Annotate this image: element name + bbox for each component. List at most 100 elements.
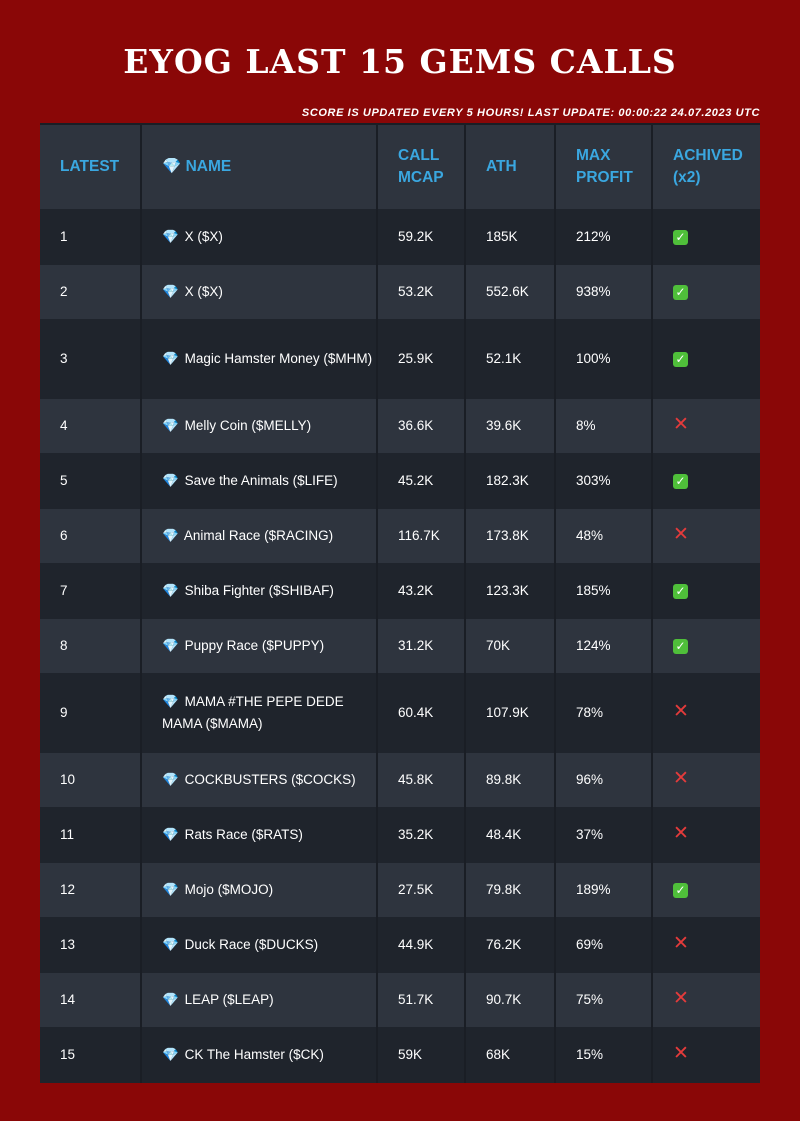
gem-icon: 💎 <box>162 284 179 299</box>
table-row[interactable]: 7 💎 Shiba Fighter ($SHIBAF) 43.2K 123.3K 185… <box>40 563 760 619</box>
cell-latest: 4 <box>40 399 142 453</box>
cell-name: 💎 CK The Hamster ($CK) <box>141 1027 378 1083</box>
gem-name: Puppy Race ($PUPPY) <box>184 638 325 653</box>
table-body: 1 💎 X ($X) 59.2K 185K 212% ✓ 2 💎 X ($X) 53.2K 552… <box>40 209 760 1083</box>
cell-max-profit: 37% <box>555 807 653 863</box>
cross-mark-icon: ✕ <box>673 701 689 722</box>
gems-table: LATEST 💎 NAME CALL MCAP ATH MAX PROFIT A… <box>40 123 760 1083</box>
gem-name: MAMA #THE PEPE DEDE MAMA ($MAMA) <box>162 694 344 731</box>
gem-icon: 💎 <box>162 992 179 1007</box>
gem-name: CK The Hamster ($CK) <box>184 1047 324 1062</box>
cross-mark-icon: ✕ <box>673 414 689 435</box>
cell-achived: ✓ <box>652 619 760 673</box>
cell-achived: ✓ <box>652 209 760 265</box>
gem-icon: 💎 <box>162 882 179 897</box>
column-header-achived[interactable]: ACHIVED (x2) <box>652 123 760 209</box>
cell-achived: ✓ <box>652 265 760 319</box>
cell-ath: 68K <box>465 1027 556 1083</box>
cell-name: 💎 Puppy Race ($PUPPY) <box>141 619 378 673</box>
cell-latest: 9 <box>40 673 142 753</box>
table-row[interactable]: 14 💎 LEAP ($LEAP) 51.7K 90.7K 75% ✕ <box>40 973 760 1027</box>
gem-name: Animal Race ($RACING) <box>183 528 334 543</box>
cell-latest: 11 <box>40 807 142 863</box>
cell-max-profit: 78% <box>555 673 653 753</box>
cell-max-profit: 185% <box>555 563 653 619</box>
cell-call-mcap: 35.2K <box>377 807 466 863</box>
table-header-row: LATEST 💎 NAME CALL MCAP ATH MAX PROFIT A… <box>40 123 760 209</box>
cell-call-mcap: 36.6K <box>377 399 466 453</box>
column-header-call-mcap[interactable]: CALL MCAP <box>377 123 466 209</box>
cell-achived: ✕ <box>652 399 760 453</box>
cell-ath: 185K <box>465 209 556 265</box>
table-row[interactable]: 9 💎 MAMA #THE PEPE DEDE MAMA ($MAMA) 60.4K… <box>40 673 760 753</box>
cell-max-profit: 938% <box>555 265 653 319</box>
cell-achived: ✓ <box>652 863 760 917</box>
cell-achived: ✕ <box>652 807 760 863</box>
cell-max-profit: 69% <box>555 917 653 973</box>
cell-ath: 182.3K <box>465 453 556 509</box>
cross-mark-icon: ✕ <box>673 988 689 1009</box>
cell-call-mcap: 59.2K <box>377 209 466 265</box>
table-row[interactable]: 10 💎 COCKBUSTERS ($COCKS) 45.8K 89.8K 96% ✕ <box>40 753 760 807</box>
table-row[interactable]: 2 💎 X ($X) 53.2K 552.6K 938% ✓ <box>40 265 760 319</box>
cell-achived: ✕ <box>652 673 760 753</box>
gem-name: Mojo ($MOJO) <box>184 882 274 897</box>
cell-call-mcap: 27.5K <box>377 863 466 917</box>
table-row[interactable]: 3 💎 Magic Hamster Money ($MHM) 25.9K 52.1K 1… <box>40 319 760 399</box>
cell-latest: 10 <box>40 753 142 807</box>
cell-latest: 3 <box>40 319 142 399</box>
gem-name: LEAP ($LEAP) <box>184 992 274 1007</box>
table-row[interactable]: 13 💎 Duck Race ($DUCKS) 44.9K 76.2K 69% ✕ <box>40 917 760 973</box>
cell-latest: 1 <box>40 209 142 265</box>
gem-name: Shiba Fighter ($SHIBAF) <box>184 583 334 598</box>
table-row[interactable]: 5 💎 Save the Animals ($LIFE) 45.2K 182.3K 30… <box>40 453 760 509</box>
cell-ath: 48.4K <box>465 807 556 863</box>
gem-icon: 💎 <box>162 229 179 244</box>
table-row[interactable]: 4 💎 Melly Coin ($MELLY) 36.6K 39.6K 8% ✕ <box>40 399 760 453</box>
cell-name: 💎 Duck Race ($DUCKS) <box>141 917 378 973</box>
cell-call-mcap: 60.4K <box>377 673 466 753</box>
table-row[interactable]: 11 💎 Rats Race ($RATS) 35.2K 48.4K 37% ✕ <box>40 807 760 863</box>
cell-latest: 6 <box>40 509 142 563</box>
gem-name: Melly Coin ($MELLY) <box>184 418 312 433</box>
table-row[interactable]: 12 💎 Mojo ($MOJO) 27.5K 79.8K 189% ✓ <box>40 863 760 917</box>
cell-ath: 123.3K <box>465 563 556 619</box>
cell-achived: ✓ <box>652 563 760 619</box>
cell-name: 💎 LEAP ($LEAP) <box>141 973 378 1027</box>
page-title: EYOG LAST 15 GEMS CALLS <box>123 42 677 81</box>
cell-achived: ✓ <box>652 453 760 509</box>
cell-name: 💎 Rats Race ($RATS) <box>141 807 378 863</box>
gem-icon: 💎 <box>162 1047 179 1062</box>
cross-mark-icon: ✕ <box>673 823 689 844</box>
cell-name: 💎 MAMA #THE PEPE DEDE MAMA ($MAMA) <box>141 673 378 753</box>
cell-ath: 39.6K <box>465 399 556 453</box>
cell-ath: 79.8K <box>465 863 556 917</box>
gem-name: COCKBUSTERS ($COCKS) <box>184 772 356 787</box>
cell-achived: ✕ <box>652 917 760 973</box>
update-notice: SCORE IS UPDATED EVERY 5 HOURS! LAST UPD… <box>301 107 760 119</box>
column-header-ath[interactable]: ATH <box>465 123 556 209</box>
gem-icon: 💎 <box>162 638 179 653</box>
cell-max-profit: 124% <box>555 619 653 673</box>
cell-name: 💎 Animal Race ($RACING) <box>141 509 378 563</box>
cell-call-mcap: 43.2K <box>377 563 466 619</box>
column-header-latest[interactable]: LATEST <box>40 123 142 209</box>
cell-name: 💎 Shiba Fighter ($SHIBAF) <box>141 563 378 619</box>
table-row[interactable]: 1 💎 X ($X) 59.2K 185K 212% ✓ <box>40 209 760 265</box>
table-row[interactable]: 6 💎 Animal Race ($RACING) 116.7K 173.8K 48% ✕ <box>40 509 760 563</box>
column-header-max-profit[interactable]: MAX PROFIT <box>555 123 653 209</box>
gem-icon: 💎 <box>162 528 179 543</box>
table-row[interactable]: 8 💎 Puppy Race ($PUPPY) 31.2K 70K 124% ✓ <box>40 619 760 673</box>
cell-call-mcap: 59K <box>377 1027 466 1083</box>
check-mark-icon: ✓ <box>673 883 688 898</box>
cell-name: 💎 Magic Hamster Money ($MHM) <box>141 319 378 399</box>
cell-latest: 8 <box>40 619 142 673</box>
check-mark-icon: ✓ <box>673 639 688 654</box>
table-row[interactable]: 15 💎 CK The Hamster ($CK) 59K 68K 15% ✕ <box>40 1027 760 1083</box>
gem-icon: 💎 <box>162 473 179 488</box>
cell-name: 💎 COCKBUSTERS ($COCKS) <box>141 753 378 807</box>
gem-name: Magic Hamster Money ($MHM) <box>184 351 373 366</box>
column-header-name[interactable]: 💎 NAME <box>141 123 378 209</box>
cell-latest: 12 <box>40 863 142 917</box>
cell-call-mcap: 31.2K <box>377 619 466 673</box>
